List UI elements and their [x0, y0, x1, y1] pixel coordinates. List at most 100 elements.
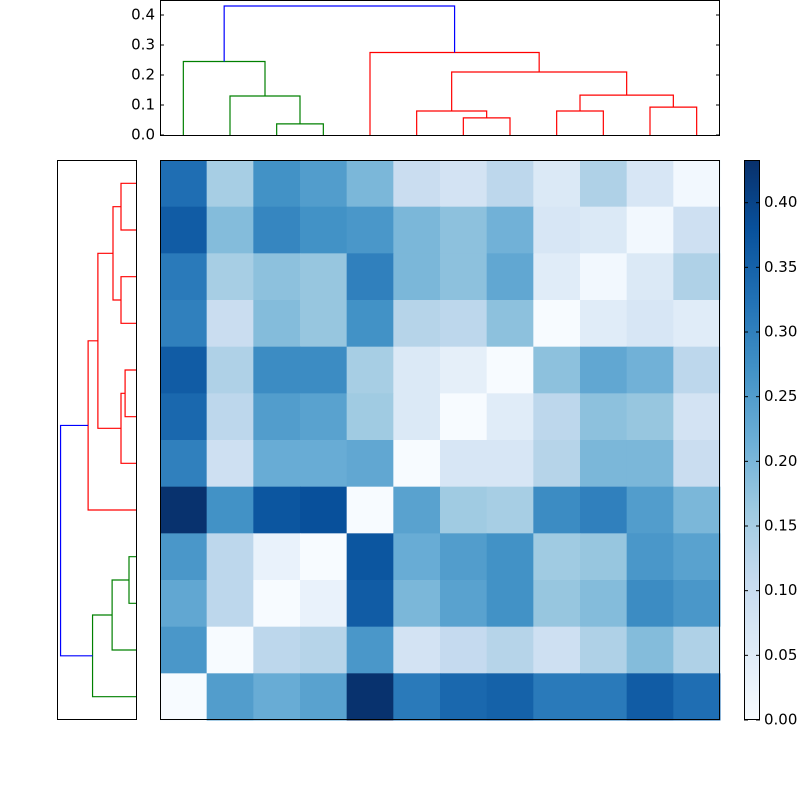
heatmap-cell	[253, 300, 301, 348]
dendrogram-link	[276, 123, 324, 135]
heatmap-cell	[486, 393, 534, 441]
heatmap-cell	[206, 626, 254, 674]
heatmap-cell	[440, 300, 488, 348]
dendrogram-link	[223, 5, 456, 62]
colorbar-frame	[744, 160, 760, 720]
heatmap-cell	[533, 673, 581, 721]
heatmap-cell	[300, 673, 348, 721]
heatmap-cell	[626, 533, 674, 581]
heatmap-cell	[160, 393, 208, 441]
heatmap-cell	[440, 253, 488, 301]
heatmap-cell	[253, 206, 301, 254]
dendrogram-link	[120, 182, 137, 231]
heatmap-cell	[160, 253, 208, 301]
heatmap-cell	[346, 346, 394, 394]
heatmap-cell	[300, 206, 348, 254]
heatmap-cell	[533, 393, 581, 441]
colorbar-tick-label: 0.00	[764, 711, 797, 729]
heatmap-cell	[673, 486, 721, 534]
heatmap-cell	[206, 580, 254, 628]
heatmap-cell	[486, 206, 534, 254]
heatmap-cell	[580, 580, 628, 628]
heatmap-cell	[253, 580, 301, 628]
colorbar	[744, 160, 760, 720]
heatmap-cell	[626, 440, 674, 488]
heatmap-cell	[253, 253, 301, 301]
heatmap-cell	[393, 160, 441, 208]
heatmap-cell	[533, 253, 581, 301]
dendrogram-link	[369, 51, 540, 135]
heatmap-cell	[673, 393, 721, 441]
heatmap-cell	[346, 206, 394, 254]
heatmap-cell	[206, 206, 254, 254]
dendrogram-link	[182, 60, 266, 135]
heatmap-cell	[626, 673, 674, 721]
dendrogram-link	[579, 94, 674, 111]
heatmap-cell	[626, 206, 674, 254]
heatmap-cell	[346, 253, 394, 301]
heatmap-cell	[253, 486, 301, 534]
heatmap-cell	[253, 626, 301, 674]
heatmap-cell	[300, 580, 348, 628]
y-tick-label: 0.2	[131, 66, 155, 84]
heatmap-cell	[393, 626, 441, 674]
heatmap-cell	[533, 580, 581, 628]
heatmap-cell	[300, 300, 348, 348]
heatmap-cell	[626, 253, 674, 301]
dendrogram-link	[91, 614, 137, 698]
heatmap-cell	[580, 160, 628, 208]
heatmap-cell	[206, 253, 254, 301]
dendrogram-link	[649, 106, 698, 135]
heatmap-cell	[673, 346, 721, 394]
colorbar-tick-label: 0.05	[764, 646, 797, 664]
heatmap-cell	[346, 580, 394, 628]
heatmap-cell	[253, 673, 301, 721]
heatmap-cell	[346, 626, 394, 674]
y-tick-label: 0.1	[131, 96, 155, 114]
dendrogram-link	[556, 110, 604, 135]
heatmap-cell	[580, 253, 628, 301]
dendrogram-link	[120, 392, 137, 464]
heatmap-cell	[440, 160, 488, 208]
heatmap-cell	[253, 346, 301, 394]
heatmap-cell	[440, 673, 488, 721]
heatmap-cell	[160, 486, 208, 534]
dendrogram-link	[97, 252, 121, 429]
heatmap-cell	[346, 486, 394, 534]
colorbar-tick-label: 0.30	[764, 323, 797, 341]
heatmap-cell	[533, 440, 581, 488]
heatmap-cell	[346, 440, 394, 488]
heatmap-cell	[580, 393, 628, 441]
heatmap-cell	[300, 346, 348, 394]
heatmap-cell	[346, 160, 394, 208]
heatmap	[160, 160, 721, 721]
heatmap-cell	[486, 346, 534, 394]
heatmap-cell	[160, 206, 208, 254]
heatmap-cell	[626, 393, 674, 441]
heatmap-cell	[300, 440, 348, 488]
heatmap-cell	[580, 486, 628, 534]
heatmap-cell	[486, 580, 534, 628]
top-dendrogram-frame	[160, 0, 720, 136]
dendrogram-link	[120, 276, 137, 324]
heatmap-cell	[626, 300, 674, 348]
heatmap-cell	[486, 533, 534, 581]
heatmap-cell	[440, 626, 488, 674]
overlay: 0.00 0.05 0.10 0.15 0.20 0.25 0.30 0.35 0.40 0.0 0…	[59, 5, 797, 729]
heatmap-cell	[486, 300, 534, 348]
heatmap-cell	[253, 440, 301, 488]
heatmap-cell	[533, 346, 581, 394]
heatmap-cell	[160, 440, 208, 488]
heatmap-cell	[673, 160, 721, 208]
y-tick-label: 0.3	[131, 36, 155, 54]
heatmap-cell	[160, 160, 208, 208]
dendrogram-link	[462, 117, 511, 135]
heatmap-cell	[440, 206, 488, 254]
heatmap-cell	[486, 673, 534, 721]
heatmap-cell	[160, 533, 208, 581]
heatmap-cell	[300, 626, 348, 674]
heatmap-cell	[393, 533, 441, 581]
heatmap-cell	[533, 533, 581, 581]
dendrogram-link	[416, 110, 488, 135]
